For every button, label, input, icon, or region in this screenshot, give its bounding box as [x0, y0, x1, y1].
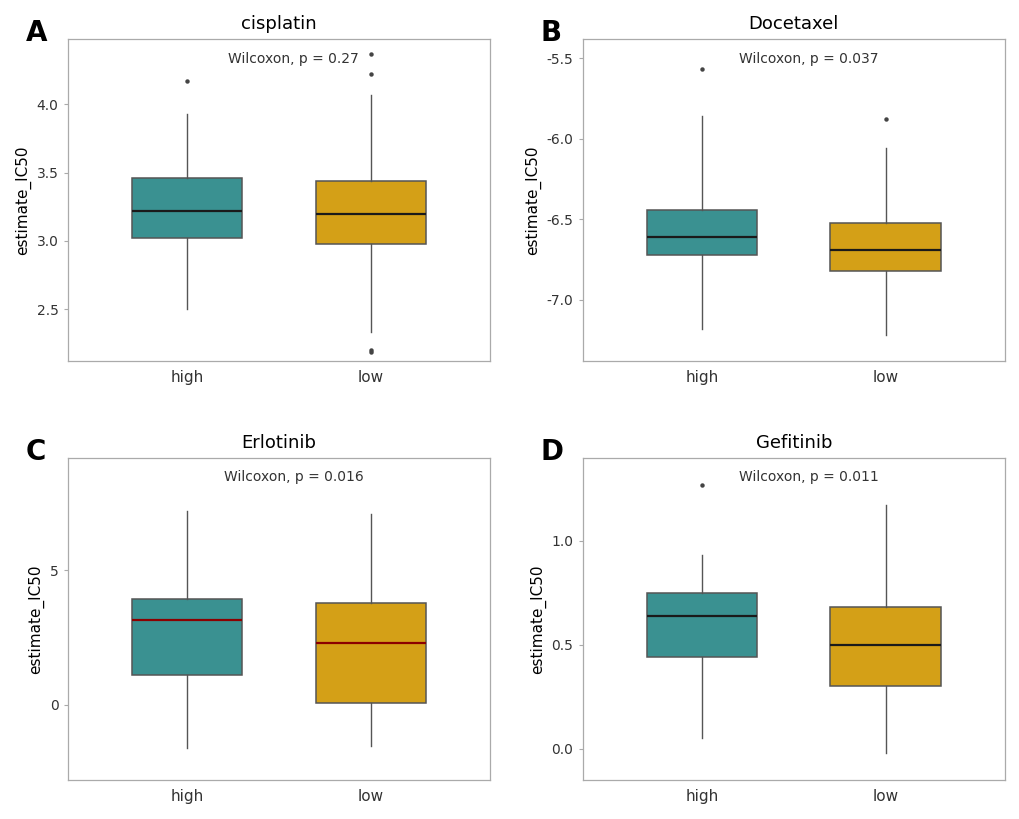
- Text: Wilcoxon, p = 0.016: Wilcoxon, p = 0.016: [223, 470, 363, 484]
- Y-axis label: estimate_IC50: estimate_IC50: [29, 564, 44, 673]
- Text: Wilcoxon, p = 0.037: Wilcoxon, p = 0.037: [738, 52, 877, 66]
- FancyBboxPatch shape: [315, 603, 425, 704]
- Text: C: C: [25, 438, 46, 466]
- FancyBboxPatch shape: [829, 223, 940, 271]
- Text: D: D: [540, 438, 562, 466]
- FancyBboxPatch shape: [829, 608, 940, 686]
- FancyBboxPatch shape: [646, 210, 756, 255]
- Title: Gefitinib: Gefitinib: [755, 434, 832, 452]
- FancyBboxPatch shape: [131, 178, 242, 238]
- FancyBboxPatch shape: [315, 181, 425, 244]
- FancyBboxPatch shape: [646, 593, 756, 657]
- FancyBboxPatch shape: [131, 600, 242, 675]
- Title: cisplatin: cisplatin: [240, 15, 317, 33]
- Y-axis label: estimate_IC50: estimate_IC50: [525, 145, 540, 255]
- Text: Wilcoxon, p = 0.011: Wilcoxon, p = 0.011: [738, 470, 877, 484]
- Text: A: A: [25, 20, 47, 48]
- Text: B: B: [540, 20, 560, 48]
- Text: Wilcoxon, p = 0.27: Wilcoxon, p = 0.27: [228, 52, 359, 66]
- Title: Erlotinib: Erlotinib: [242, 434, 316, 452]
- Title: Docetaxel: Docetaxel: [748, 15, 838, 33]
- Y-axis label: estimate_IC50: estimate_IC50: [529, 564, 545, 673]
- Y-axis label: estimate_IC50: estimate_IC50: [15, 145, 32, 255]
